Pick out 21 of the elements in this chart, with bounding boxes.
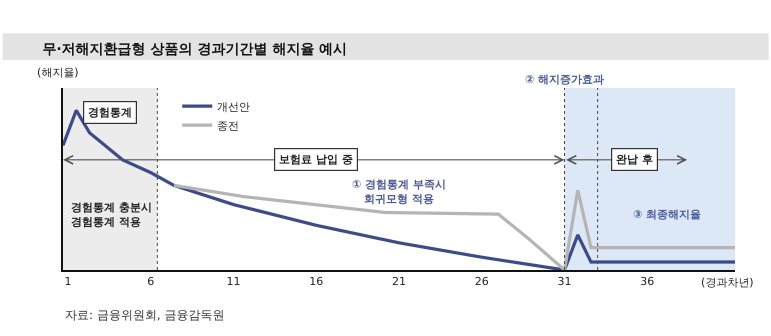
legend-label: 개선안 (217, 100, 250, 114)
annotation: ③ 최종해지율 (633, 208, 702, 221)
annotation: ① 경험통계 부족시 회귀모형 적용 (352, 178, 446, 206)
x-tick-label: 1 (64, 274, 72, 288)
annotation: 경험통계 충분시 경험통계 적용 (71, 201, 152, 228)
x-tick-label: 21 (392, 274, 406, 288)
x-tick-label: 6 (147, 274, 154, 288)
chart-title: 무·저해지환급형 상품의 경과기간별 해지율 예시 (42, 42, 348, 58)
x-tick-label: 16 (309, 274, 324, 288)
annotation: 완납 후 (616, 153, 654, 166)
band-label: 경험통계 (88, 106, 132, 120)
legend-label: 종전 (217, 119, 240, 132)
x-tick-label: 31 (558, 274, 572, 288)
y-axis-title: (해지율) (37, 66, 79, 79)
x-axis-title: (경과차년) (701, 276, 754, 289)
x-tick-label: 26 (474, 274, 489, 288)
x-tick-label: 36 (640, 274, 654, 288)
ref-line-label: ② 해지증가효과 (525, 73, 604, 86)
text: 자료: 금융위원회, 금융감독원 (65, 308, 224, 322)
x-tick-label: 11 (226, 274, 240, 288)
annotation: 보험료 납입 중 (279, 153, 353, 166)
